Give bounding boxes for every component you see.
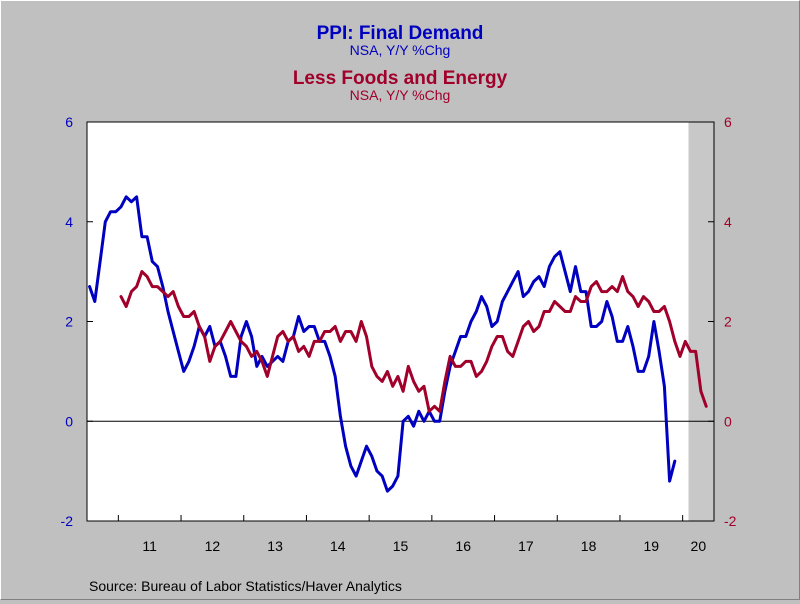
y-tick-label-left: 4 (65, 214, 73, 230)
chart-subtitle-2: NSA, Y/Y %Chg (350, 87, 451, 103)
x-tick-label: 16 (455, 538, 471, 554)
x-tick-label: 17 (518, 538, 534, 554)
chart-subtitle: NSA, Y/Y %Chg (350, 42, 451, 58)
series-line-2 (119, 270, 708, 413)
plot-border (86, 121, 715, 522)
x-tick-label: 20 (691, 538, 707, 554)
y-tick-label-right: 0 (724, 413, 732, 429)
y-tick-label-right: 4 (724, 214, 732, 230)
y-tick-label-left: 0 (65, 413, 73, 429)
x-tick-label: 15 (393, 538, 409, 554)
y-tick-label-left: 6 (65, 114, 73, 130)
series-line-1 (88, 195, 677, 493)
source-note: Source: Bureau of Labor Statistics/Haver… (89, 578, 402, 594)
y-tick-label-right: 6 (724, 114, 732, 130)
x-tick-label: 14 (330, 538, 346, 554)
chart-title-2: Less Foods and Energy (293, 68, 508, 89)
x-tick-label: 19 (644, 538, 660, 554)
x-tick-label: 13 (267, 538, 283, 554)
x-tick-label: 18 (581, 538, 597, 554)
y-tick-label-left: -2 (61, 513, 74, 529)
x-tick-label: 11 (142, 538, 157, 554)
x-tick-label: 12 (205, 538, 221, 554)
y-tick-label-right: 2 (724, 314, 732, 330)
y-tick-label-left: 2 (65, 314, 73, 330)
chart-title: PPI: Final Demand (317, 23, 484, 44)
y-tick-label-right: -2 (724, 513, 737, 529)
